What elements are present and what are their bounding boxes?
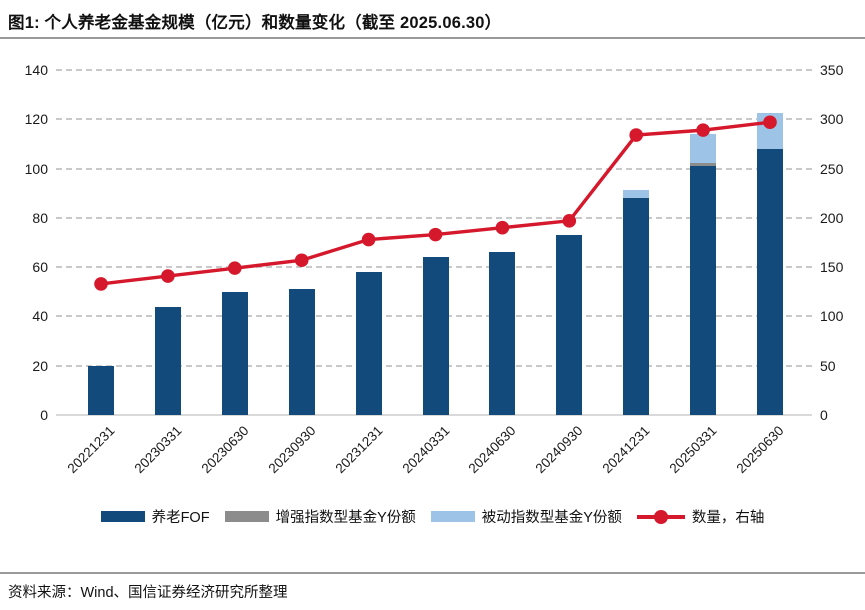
legend-swatch-icon [224,511,269,522]
line-marker [361,232,376,247]
bar-passive-segment [690,134,717,164]
line-marker [763,115,777,130]
legend-swatch-icon [430,511,475,522]
x-axis-label: 20230331 [131,423,185,477]
x-axis-label: 20240630 [465,423,519,477]
right-axis-tick: 300 [820,111,844,128]
bar-fof-segment [88,365,114,415]
legend-swatch-icon [100,511,145,522]
line-marker [696,123,710,137]
quantity-line-chart [94,115,777,291]
x-axis-label: 20240331 [399,423,453,477]
legend-label: 养老FOF [151,510,210,526]
x-axis-line [56,414,812,416]
left-axis-tick: 40 [32,308,48,325]
bar-enhanced-segment [690,163,717,167]
legend-item: 养老FOF [100,506,210,527]
gridline [56,118,812,121]
x-axis-label: 20230930 [265,423,319,477]
left-axis-tick: 60 [32,259,48,276]
bar-fof-segment [556,235,583,415]
x-axis-label: 20231231 [332,423,386,477]
line-marker [294,253,309,268]
bar-passive-segment [623,189,650,199]
left-axis-tick: 120 [24,111,48,128]
gridline [56,216,812,219]
footer-divider [0,572,865,574]
line-marker [495,220,510,235]
bar-fof-segment [221,291,248,415]
quantity-line [100,120,771,286]
bar-fof-segment [288,289,315,415]
legend-label: 数量，右轴 [691,510,765,526]
legend-dot-icon [653,509,668,524]
right-axis-tick: 250 [820,160,844,177]
x-axis-label: 20240930 [532,423,586,477]
gridline [56,167,812,170]
x-axis-label: 20250630 [733,423,787,477]
left-axis-tick: 80 [32,209,48,226]
bar-fof-segment [154,306,181,415]
bar-fof-segment [422,257,449,415]
line-marker [161,269,175,283]
bar-fof-segment [690,166,717,415]
bar-fof-segment [355,272,382,415]
right-axis-tick: 0 [820,407,828,423]
bar-fof-segment [757,148,783,415]
title-divider [0,37,865,39]
legend-label: 被动指数型基金Y份额 [481,510,622,526]
left-axis-tick: 100 [24,160,48,177]
legend-label: 增强指数型基金Y份额 [275,510,416,526]
x-axis-label: 20241231 [599,423,653,477]
line-marker [629,128,643,142]
line-marker [228,261,242,275]
right-axis-tick: 200 [820,209,844,226]
left-axis-tick: 0 [40,407,48,423]
bar-fof-segment [623,198,650,415]
right-axis-tick: 150 [820,259,844,276]
chart-title: 图1: 个人养老金基金规模（亿元）和数量变化（截至 2025.06.30） [8,14,502,32]
x-axis-label: 20221231 [64,423,118,477]
bar-fof-segment [489,252,516,415]
left-axis-tick: 20 [32,357,48,374]
line-marker [94,277,108,291]
source-note: 资料来源：Wind、国信证券经济研究所整理 [8,585,288,601]
right-axis-tick: 50 [820,357,836,374]
legend-line-marker-icon [636,509,685,524]
right-axis-tick: 350 [820,62,844,78]
line-marker [428,227,443,242]
x-axis-label: 20250331 [666,423,720,477]
chart-legend: 养老FOF 增强指数型基金Y份额 被动指数型基金Y份额 数量，右轴 [0,506,865,527]
left-axis-tick: 140 [24,62,48,78]
x-axis-label: 20230630 [198,423,252,477]
legend-item: 被动指数型基金Y份额 [430,506,622,527]
legend-item: 增强指数型基金Y份额 [224,506,416,527]
right-axis-tick: 100 [820,308,844,325]
line-marker [562,214,577,228]
legend-item: 数量，右轴 [636,506,765,527]
gridline [56,69,812,71]
